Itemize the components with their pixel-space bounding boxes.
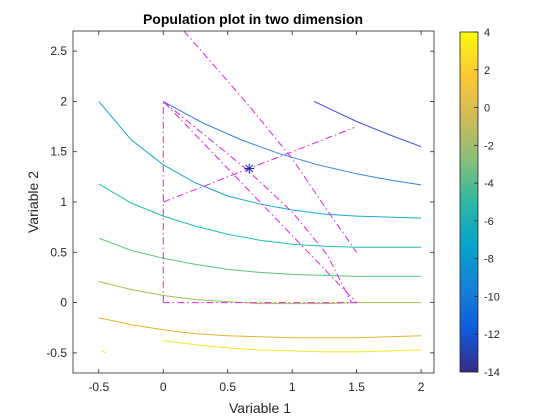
chart-title: Population plot in two dimension: [143, 11, 363, 27]
y-tick-label: 2.5: [50, 44, 67, 58]
constraint-line-3: [162, 101, 352, 303]
colorbar-tick-label: 4: [484, 27, 490, 39]
x-axis-ticks: -0.5 0 0.5 1 1.5 2: [88, 31, 425, 394]
x-tick-label: 2: [418, 380, 425, 394]
constraint-line-2: [163, 127, 355, 203]
y-tick-label: 0.5: [50, 245, 67, 259]
y-tick-label: 0: [60, 296, 67, 310]
colorbar-tick-label: -8: [484, 254, 494, 266]
contour-line-7: [163, 340, 422, 353]
constraint-lines: [162, 31, 358, 304]
colorbar-tick-label: -6: [484, 216, 494, 228]
y-tick-label: -0.5: [46, 346, 67, 360]
x-tick-label: 1: [289, 380, 296, 394]
constraint-line-1: [183, 31, 358, 253]
colorbar-tick-label: 2: [484, 65, 490, 77]
colorbar-ticks: -14 -12 -10 -8 -6 -4 -2 0 2 4: [474, 27, 500, 379]
colorbar-tick-label: 0: [484, 103, 490, 115]
colorbar-tick-label: -2: [484, 140, 494, 152]
contour-lines: [98, 100, 422, 354]
colorbar-tick-label: -10: [484, 291, 500, 303]
y-axis-ticks: -0.5 0 0.5 1 1.5 2 2.5: [46, 44, 434, 360]
contour-line-6: [98, 317, 422, 339]
contour-line-2: [98, 101, 422, 219]
contour-line-3: [98, 183, 422, 248]
contour-line-1: [163, 100, 422, 186]
marker-layer: [244, 163, 255, 174]
y-axis-label: Variable 2: [25, 171, 41, 233]
colorbar: [459, 31, 479, 373]
y-tick-label: 1.5: [50, 145, 67, 159]
contour-line-4: [98, 237, 422, 277]
x-axis-label: Variable 1: [229, 400, 291, 416]
contour-line-5: [98, 281, 422, 305]
x-tick-label: 0.5: [219, 380, 236, 394]
optimum-marker: [244, 163, 255, 174]
y-tick-label: 2: [60, 94, 67, 108]
x-tick-label: -0.5: [88, 380, 109, 394]
x-tick-label: 0: [160, 380, 167, 394]
y-tick-label: 1: [60, 195, 67, 209]
constraint-line-0: [162, 100, 358, 304]
colorbar-tick-label: -12: [484, 329, 500, 341]
colorbar-tick-label: -14: [484, 367, 500, 379]
x-tick-label: 1.5: [348, 380, 365, 394]
contour-line-8: [101, 350, 107, 354]
contour-line-0: [313, 100, 422, 148]
colorbar-tick-label: -4: [484, 178, 494, 190]
